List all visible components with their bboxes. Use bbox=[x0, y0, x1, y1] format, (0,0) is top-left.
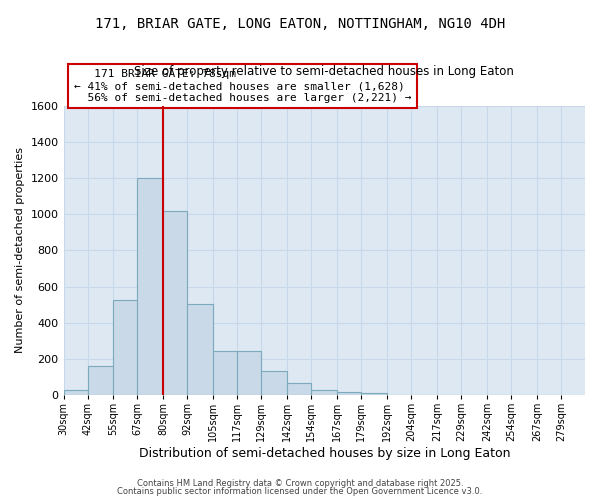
Text: 171, BRIAR GATE, LONG EATON, NOTTINGHAM, NG10 4DH: 171, BRIAR GATE, LONG EATON, NOTTINGHAM,… bbox=[95, 18, 505, 32]
Bar bbox=[64, 390, 88, 395]
Y-axis label: Number of semi-detached properties: Number of semi-detached properties bbox=[15, 148, 25, 354]
Bar bbox=[137, 178, 163, 395]
Title: Size of property relative to semi-detached houses in Long Eaton: Size of property relative to semi-detach… bbox=[134, 65, 514, 78]
Bar bbox=[287, 384, 311, 395]
Bar bbox=[311, 390, 337, 395]
X-axis label: Distribution of semi-detached houses by size in Long Eaton: Distribution of semi-detached houses by … bbox=[139, 447, 510, 460]
Bar bbox=[187, 304, 214, 395]
Bar bbox=[163, 210, 187, 395]
Bar bbox=[113, 300, 137, 395]
Bar bbox=[337, 392, 361, 395]
Bar bbox=[238, 351, 262, 395]
Bar bbox=[361, 394, 387, 395]
Text: Contains HM Land Registry data © Crown copyright and database right 2025.: Contains HM Land Registry data © Crown c… bbox=[137, 478, 463, 488]
Bar bbox=[214, 351, 238, 395]
Text: 171 BRIAR GATE: 78sqm
← 41% of semi-detached houses are smaller (1,628)
  56% of: 171 BRIAR GATE: 78sqm ← 41% of semi-deta… bbox=[74, 70, 412, 102]
Bar bbox=[262, 370, 287, 395]
Bar bbox=[88, 366, 113, 395]
Text: Contains public sector information licensed under the Open Government Licence v3: Contains public sector information licen… bbox=[118, 487, 482, 496]
